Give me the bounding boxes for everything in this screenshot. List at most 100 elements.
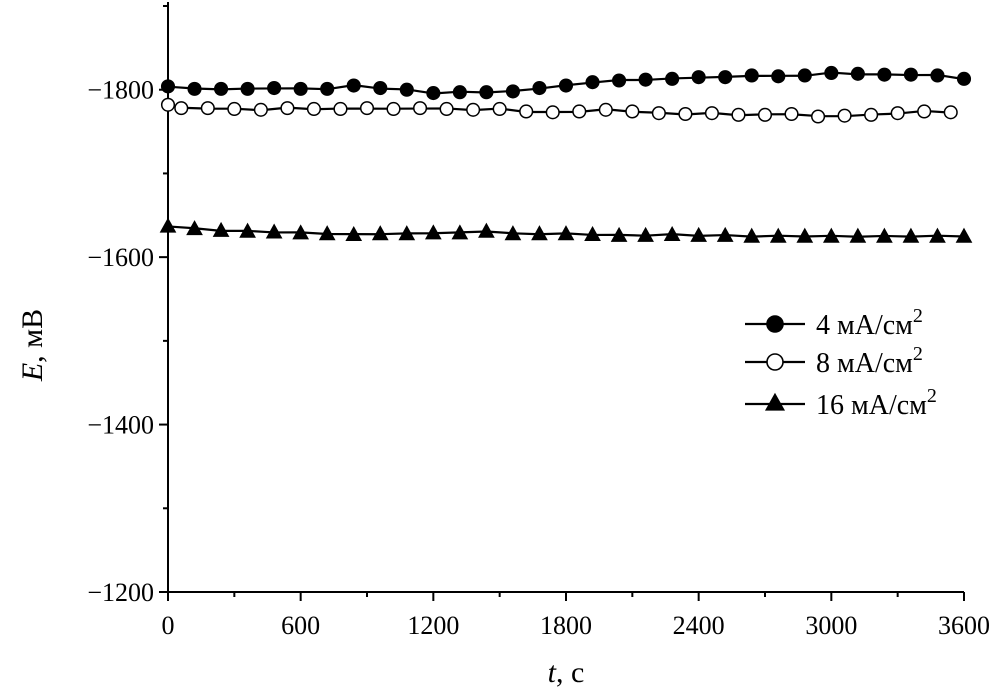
x-tick-label-6: 3600 [938,611,990,640]
series-2-point-16 [572,104,587,119]
series-1-point-8 [373,80,388,96]
series-2-point-8 [359,101,375,116]
series-3-point-27 [876,227,893,243]
series-3-point-5 [292,224,310,240]
series-2-point-7 [333,101,348,117]
series-2-point-25 [811,109,826,124]
series-3-point-10 [424,224,442,240]
series-3-point-30 [955,227,973,243]
legend-label-3: 16 мА/см2 [816,385,937,421]
series-1-point-20 [691,70,706,85]
series-2-point-29 [917,104,932,119]
series-3-point-17 [610,226,628,242]
series-2-point-11 [439,101,454,117]
series-1-point-0 [160,79,176,94]
series-2-point-6 [306,101,321,117]
series-2-point-30 [943,105,958,120]
series-1-point-24 [797,68,812,83]
series-3-point-22 [743,227,761,243]
series-2-point-21 [704,106,719,121]
series-2-point-27 [864,107,879,122]
y-tick-label-3: −1200 [87,578,154,607]
series-1-point-18 [638,72,653,87]
series-2-point-18 [625,104,640,119]
series-3-point-11 [451,224,469,240]
legend-entry-2: 8 мА/см2 [745,343,923,379]
series-2-point-23 [757,107,773,122]
series-1-point-11 [452,85,467,100]
series-3-point-14 [531,225,548,241]
x-tick-label-4: 2400 [673,611,725,640]
series-3-point-7 [345,226,363,242]
series-1-point-27 [877,67,892,82]
legend-marker-2 [766,353,784,371]
series-3-point-3 [239,222,256,238]
series-2-point-26 [837,108,852,123]
series-1-point-23 [771,69,786,84]
series-2-point-20 [678,106,693,122]
legend-entry-3: 16 мА/см2 [745,385,937,421]
series-3-point-25 [822,227,840,243]
series-1-point-17 [612,73,627,88]
series-1-point-25 [824,65,839,81]
series-1-point-13 [505,84,520,99]
series-2-point-13 [492,101,507,117]
series-1-point-5 [293,81,308,96]
series-2-point-17 [598,102,613,117]
y-axis-label-unit: , мВ [16,309,49,363]
series-2-point-28 [890,106,905,121]
y-axis-label: E, мВ [16,309,49,382]
series-1-point-10 [426,86,441,101]
series-2-point-1 [174,101,189,116]
series-2-point-14 [519,104,534,119]
series-3-point-0 [159,217,177,233]
series-1-point-19 [665,71,680,86]
series-1-point-28 [903,67,918,82]
x-tick-label-5: 3000 [805,611,857,640]
legend-label-1: 4 мА/см2 [816,305,923,341]
x-axis-label-var: t [548,656,557,689]
x-axis-label-unit: , с [556,656,584,689]
series-2-point-0 [160,97,176,112]
series-1-point-14 [532,80,547,96]
series-3-point-9 [398,225,416,241]
series-1-point-30 [956,71,972,86]
series-3-point-4 [265,223,283,239]
y-axis-label-var: E [16,363,49,382]
series-1-point-4 [267,80,282,96]
legend-label-2: 8 мА/см2 [816,343,923,379]
series-group [159,65,973,243]
series-3-point-19 [663,226,681,242]
y-tick-label-2: −1400 [87,411,154,440]
series-2-point-2 [200,101,215,116]
series-2-point-3 [227,101,242,117]
y-tick-label-0: −1800 [87,76,154,105]
series-1-point-2 [214,81,229,96]
series-3-point-12 [478,222,495,238]
series-3-point-28 [902,227,920,243]
series-1-point-1 [187,81,202,96]
series-2-point-19 [651,106,666,121]
series-3-point-16 [584,226,601,242]
x-tick-label-2: 1200 [407,611,459,640]
series-1-point-9 [399,82,414,97]
series-2-point-15 [545,105,560,120]
series-1-point-3 [240,81,255,96]
series-1 [160,65,972,101]
legend: 4 мА/см2 8 мА/см2 16 мА/см2 [745,305,937,421]
series-3-point-23 [769,227,787,243]
series-1-point-12 [479,85,494,100]
series-3-point-24 [796,227,814,243]
series-3-point-20 [690,226,708,242]
x-tick-label-1: 600 [281,611,320,640]
series-1-point-15 [558,78,574,93]
series-1-point-6 [320,81,335,96]
series-2-point-12 [466,102,481,117]
series-3 [159,217,973,243]
series-2 [160,97,958,124]
axes: 0 600 1200 1800 2400 3000 3600 −1800 −1600 −1400 −… [87,2,990,640]
legend-marker-1 [766,315,784,333]
series-3-point-6 [318,225,336,241]
series-2-point-22 [731,107,746,122]
